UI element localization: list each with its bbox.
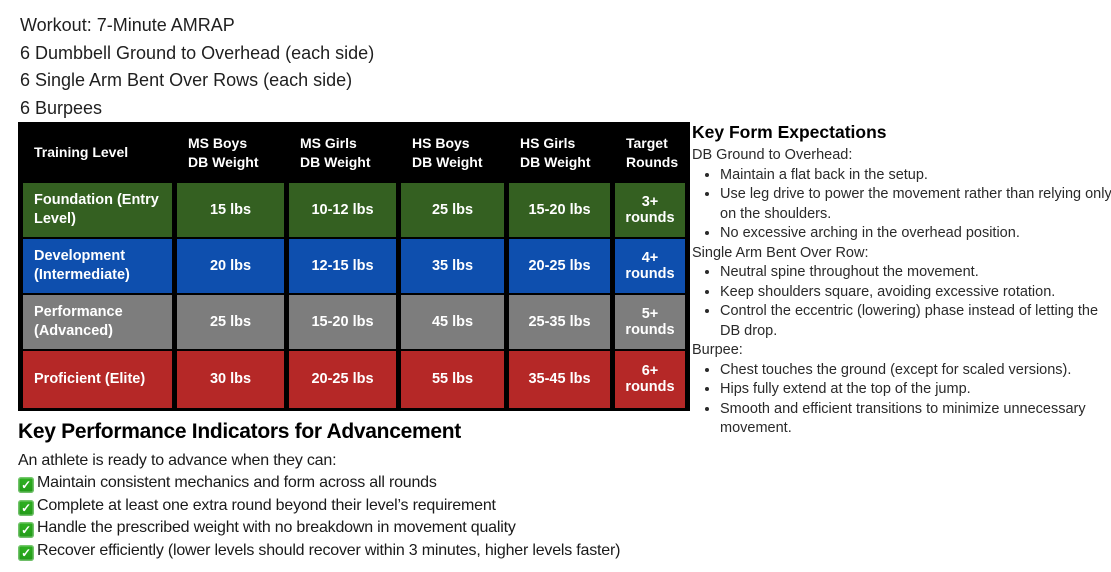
column-header-ms-boys: MS Boys DB Weight <box>172 122 289 183</box>
key-form-expectations-panel: Key Form Expectations DB Ground to Overh… <box>692 121 1111 439</box>
cell-performance-ms-girls: 15-20 lbs <box>284 292 401 351</box>
row-label-proficient: Proficient (Elite) <box>18 348 177 411</box>
workout-summary: Workout: 7-Minute AMRAP 6 Dumbbell Groun… <box>20 12 374 122</box>
check-icon <box>18 522 34 538</box>
table-row-development: Development (Intermediate) 20 lbs 12-15 … <box>18 236 690 295</box>
checklist-item-text: Handle the prescribed weight with no bre… <box>37 519 516 536</box>
table-header-row: Training Level MS Boys DB Weight MS Girl… <box>18 122 690 183</box>
cell-development-ms-boys: 20 lbs <box>172 236 289 295</box>
advancement-checklist-item: Maintain consistent mechanics and form a… <box>18 472 1103 495</box>
column-header-hs-girls: HS Girls DB Weight <box>504 122 615 183</box>
advancement-heading: Key Performance Indicators for Advanceme… <box>18 420 461 443</box>
cell-foundation-hs-girls: 15-20 lbs <box>504 180 615 239</box>
form-bullets-ground-to-overhead: Maintain a flat back in the setup. Use l… <box>692 166 1111 244</box>
row-label-foundation: Foundation (Entry Level) <box>18 180 177 239</box>
cell-foundation-ms-girls: 10-12 lbs <box>284 180 401 239</box>
column-header-target-rounds: Target Rounds <box>610 122 690 183</box>
form-bullet: No excessive arching in the overhead pos… <box>720 224 1111 244</box>
workout-movement: 6 Burpees <box>20 97 103 118</box>
form-section-label-bent-over-row: Single Arm Bent Over Row: <box>692 244 869 261</box>
column-header-ms-girls: MS Girls DB Weight <box>284 122 401 183</box>
row-label-development: Development (Intermediate) <box>18 236 177 295</box>
cell-proficient-hs-boys: 55 lbs <box>396 348 509 411</box>
table-row-proficient: Proficient (Elite) 30 lbs 20-25 lbs 55 l… <box>18 348 690 411</box>
check-icon <box>18 477 34 493</box>
form-bullet: Use leg drive to power the movement rath… <box>720 185 1111 224</box>
cell-performance-hs-girls: 25-35 lbs <box>504 292 615 351</box>
check-icon <box>18 499 34 516</box>
advancement-checklist-item: Complete at least one extra round beyond… <box>18 495 1103 518</box>
advancement-checklist-item: Recover efficiently (lower levels should… <box>18 540 1103 563</box>
column-header-hs-boys: HS Boys DB Weight <box>396 122 509 183</box>
form-bullets-burpee: Chest touches the ground (except for sca… <box>692 361 1111 439</box>
table-row-performance: Performance (Advanced) 25 lbs 15-20 lbs … <box>18 292 690 351</box>
form-bullet: Hips fully extend at the top of the jump… <box>720 380 1111 400</box>
check-icon <box>18 544 34 561</box>
workout-movement: 6 Dumbbell Ground to Overhead (each side… <box>20 42 375 63</box>
cell-development-hs-girls: 20-25 lbs <box>504 236 615 295</box>
form-bullet: Control the eccentric (lowering) phase i… <box>720 302 1111 341</box>
advancement-intro: An athlete is ready to advance when they… <box>18 452 337 469</box>
form-section-label-ground-to-overhead: DB Ground to Overhead: <box>692 147 853 163</box>
cell-proficient-ms-boys: 30 lbs <box>172 348 289 411</box>
checklist-item-text: Maintain consistent mechanics and form a… <box>37 474 437 491</box>
form-expectations-heading: Key Form Expectations <box>692 122 887 142</box>
cell-foundation-ms-boys: 15 lbs <box>172 180 289 239</box>
cell-development-target-rounds: 4+ rounds <box>610 236 690 295</box>
form-bullet: Maintain a flat back in the setup. <box>720 166 1111 186</box>
column-header-training-level: Training Level <box>18 122 177 183</box>
cell-development-hs-boys: 35 lbs <box>396 236 509 295</box>
cell-foundation-target-rounds: 3+ rounds <box>610 180 690 239</box>
cell-development-ms-girls: 12-15 lbs <box>284 236 401 295</box>
form-bullet: Keep shoulders square, avoiding excessiv… <box>720 283 1111 303</box>
row-label-performance: Performance (Advanced) <box>18 292 177 351</box>
training-level-table: Training Level MS Boys DB Weight MS Girl… <box>18 122 690 411</box>
cell-proficient-ms-girls: 20-25 lbs <box>284 348 401 411</box>
form-bullet: Smooth and efficient transitions to mini… <box>720 400 1111 439</box>
table-row-foundation: Foundation (Entry Level) 15 lbs 10-12 lb… <box>18 180 690 239</box>
advancement-checklist-item: Handle the prescribed weight with no bre… <box>18 517 1103 540</box>
cell-proficient-hs-girls: 35-45 lbs <box>504 348 615 411</box>
cell-performance-hs-boys: 45 lbs <box>396 292 509 351</box>
cell-proficient-target-rounds: 6+ rounds <box>610 348 690 411</box>
form-bullet: Chest touches the ground (except for sca… <box>720 361 1111 381</box>
cell-foundation-hs-boys: 25 lbs <box>396 180 509 239</box>
cell-performance-target-rounds: 5+ rounds <box>610 292 690 351</box>
checklist-item-text: Complete at least one extra round beyond… <box>37 496 496 514</box>
cell-performance-ms-boys: 25 lbs <box>172 292 289 351</box>
checklist-item-text: Recover efficiently (lower levels should… <box>37 541 621 559</box>
form-bullets-bent-over-row: Neutral spine throughout the movement. K… <box>692 263 1111 341</box>
form-section-label-burpee: Burpee: <box>692 342 743 358</box>
form-bullet: Neutral spine throughout the movement. <box>720 263 1111 283</box>
workout-title: Workout: 7-Minute AMRAP <box>20 15 235 35</box>
workout-movement: 6 Single Arm Bent Over Rows (each side) <box>20 70 353 90</box>
advancement-indicators-section: Key Performance Indicators for Advanceme… <box>18 419 1103 562</box>
